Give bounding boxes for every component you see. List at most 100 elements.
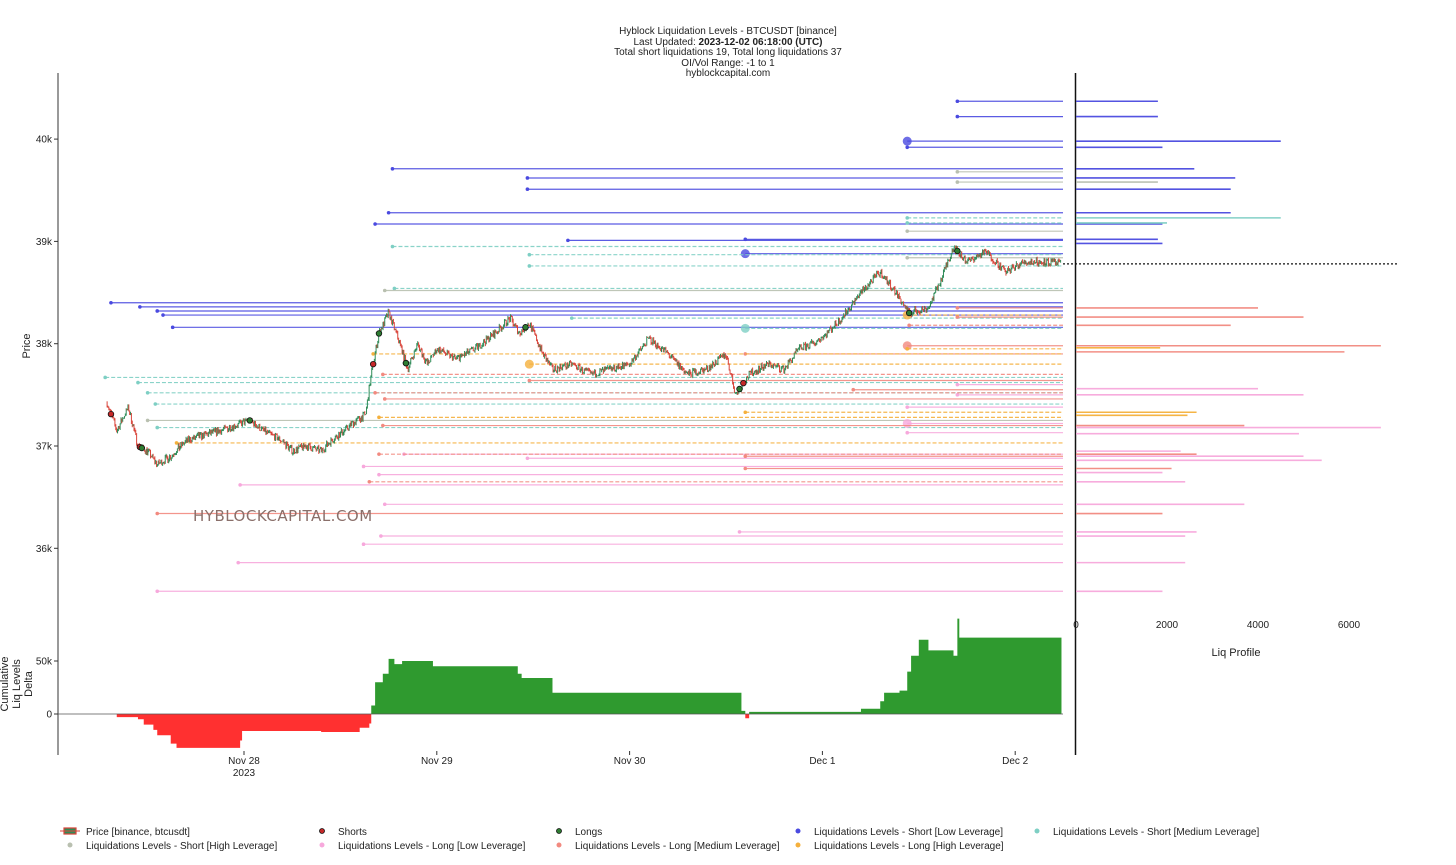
- date-tick-label: Nov 28: [228, 756, 260, 767]
- date-tick-label: Dec 2: [1002, 756, 1029, 767]
- delta-positive-area: [105, 618, 1062, 714]
- axis-labels: 36k 37k 38k 39k 40k Price 0 2000 4000 6000 Liq Pro…: [0, 135, 1361, 779]
- watermark: HYBLOCKCAPITAL.COM: [193, 507, 373, 525]
- liq-level-dot-long_medium: [907, 323, 911, 328]
- short-marker: [369, 360, 377, 368]
- liq-level-dot-long_low: [955, 393, 960, 397]
- liq-level-dot-long_low: [905, 430, 910, 435]
- liq-level-dot-short_low: [525, 176, 530, 180]
- long-marker: [375, 330, 383, 337]
- long-marker: [736, 385, 743, 393]
- legend-item[interactable]: Shorts: [312, 826, 367, 839]
- liq-level-dot-short_low: [902, 136, 912, 146]
- chart-source: hyblockcapital.com: [685, 68, 771, 79]
- short-marker: [107, 410, 115, 418]
- legend-label: Liquidations Levels - Long [Medium Lever…: [575, 841, 780, 852]
- axes-group: [54, 73, 1398, 755]
- legend-label: Liquidations Levels - Short [Low Leverag…: [814, 827, 1004, 838]
- legend-item[interactable]: Liquidations Levels - Short [High Levera…: [60, 840, 277, 853]
- liq-level-dot-long_high: [371, 352, 375, 356]
- legend-label: Liquidations Levels - Long [Low Leverage…: [338, 841, 526, 852]
- legend-dot-icon: [788, 840, 808, 853]
- legend-item[interactable]: Liquidations Levels - Long [Medium Lever…: [549, 840, 780, 853]
- liq-level-dot-long_low: [236, 560, 241, 565]
- legend-item[interactable]: Price [binance, btcusdt]: [60, 826, 190, 839]
- liq-profile-tick-label: 4000: [1247, 620, 1270, 631]
- liq-level-dot-short_low: [386, 210, 391, 215]
- liq-level-dot-short_low: [955, 114, 960, 119]
- legend-label: Liquidations Levels - Long [High Leverag…: [814, 841, 1004, 852]
- liq-level-dot-long_low: [361, 542, 366, 547]
- liq-profile-title: Liq Profile: [1212, 647, 1261, 659]
- price-series: [106, 245, 1062, 468]
- liq-level-dot-long_medium: [155, 511, 160, 516]
- liq-level-dot-short_medium: [569, 316, 574, 320]
- legend-item[interactable]: Liquidations Levels - Short [Medium Leve…: [1027, 826, 1259, 839]
- delta-y-tick-label: 0: [46, 710, 52, 721]
- legend-item[interactable]: Liquidations Levels - Long [High Leverag…: [788, 840, 1004, 853]
- liq-level-dot-short_medium: [392, 286, 397, 291]
- liq-level-dot-long_low: [902, 418, 912, 428]
- liq-level-dot-long_low: [377, 472, 381, 477]
- liq-level-dot-long_low: [155, 589, 160, 594]
- liq-profile-tick-label: 0: [1073, 620, 1079, 631]
- legend-dot-icon: [1027, 826, 1047, 839]
- delta-negative-area: [116, 714, 750, 748]
- liq-level-dot-short_low: [740, 249, 750, 259]
- liq-level-dot-short_low: [525, 187, 530, 192]
- liq-level-dot-short_medium: [527, 252, 532, 257]
- liq-level-dot-short_low: [955, 99, 960, 104]
- liq-level-dot-long_low: [737, 530, 742, 534]
- legend-item[interactable]: Liquidations Levels - Long [Low Leverage…: [312, 840, 525, 853]
- liq-level-dot-short_high: [955, 170, 960, 174]
- legend-dot-icon: [549, 840, 569, 853]
- liq-level-dot-long_medium: [851, 387, 856, 392]
- legend-dot-icon: [788, 826, 808, 839]
- legend-label: Longs: [575, 827, 603, 838]
- liq-level-dot-short_medium: [905, 221, 910, 225]
- liq-level-dot-short_high: [955, 180, 960, 184]
- liq-level-dot-short_low: [170, 325, 175, 330]
- legend-label: Shorts: [338, 827, 367, 838]
- liq-level-dot-short_high: [905, 255, 910, 260]
- liq-level-dot-long_medium: [373, 391, 377, 395]
- legend-dot-icon: [549, 826, 569, 839]
- liq-level-dot-short_high: [382, 288, 387, 293]
- legend-dot-icon: [60, 840, 80, 853]
- long-marker: [954, 247, 961, 255]
- liq-level-dot-long_low: [955, 382, 960, 387]
- liq-level-dot-long_medium: [955, 306, 960, 310]
- date-tick-label: Nov 29: [421, 756, 453, 767]
- legend-label: Price [binance, btcusdt]: [86, 827, 190, 838]
- liq-level-dot-long_medium: [367, 480, 372, 484]
- liq-level-dot-short_low: [155, 309, 160, 313]
- liq-level-dot-long_low: [379, 534, 383, 538]
- delta-y-axis-title: CumulativeLiq LevelsDelta: [0, 656, 35, 711]
- liq-level-dot-short_high: [905, 229, 910, 233]
- liq-level-dot-long_high: [905, 347, 910, 351]
- legend-label: Liquidations Levels - Short [Medium Leve…: [1053, 827, 1260, 838]
- legend-dot-icon: [312, 826, 332, 839]
- liq-level-dot-short_medium: [145, 391, 150, 395]
- liq-level-dot-long_medium: [743, 466, 748, 471]
- liq-level-dot-long_medium: [743, 454, 748, 459]
- date-tick-year: 2023: [233, 768, 256, 779]
- liq-level-dot-long_high: [174, 441, 179, 445]
- chart-last-updated: Last Updated: 2023-12-02 06:18:00 (UTC): [633, 36, 823, 48]
- liq-level-dot-short_medium: [527, 264, 532, 268]
- liq-level-dot-short_medium: [905, 216, 910, 220]
- liq-level-dot-short_low: [905, 145, 910, 150]
- legend-item[interactable]: Liquidations Levels - Short [Low Leverag…: [788, 826, 1003, 839]
- liq-level-dot-long_low: [525, 456, 530, 461]
- liq-level-dot-long_medium: [382, 397, 387, 401]
- liq-level-dot-long_low: [382, 502, 387, 507]
- delta-y-tick-label: 50k: [36, 657, 53, 668]
- liq-level-dot-short_low: [161, 313, 165, 317]
- liq-level-dot-long_low: [238, 483, 242, 487]
- chart-totals: Total short liquidations 19, Total long …: [614, 47, 842, 58]
- liq-level-dot-short_medium: [153, 402, 158, 406]
- liq-level-dot-long_medium: [381, 423, 385, 428]
- long-marker: [246, 417, 253, 424]
- legend-item[interactable]: Longs: [549, 826, 602, 839]
